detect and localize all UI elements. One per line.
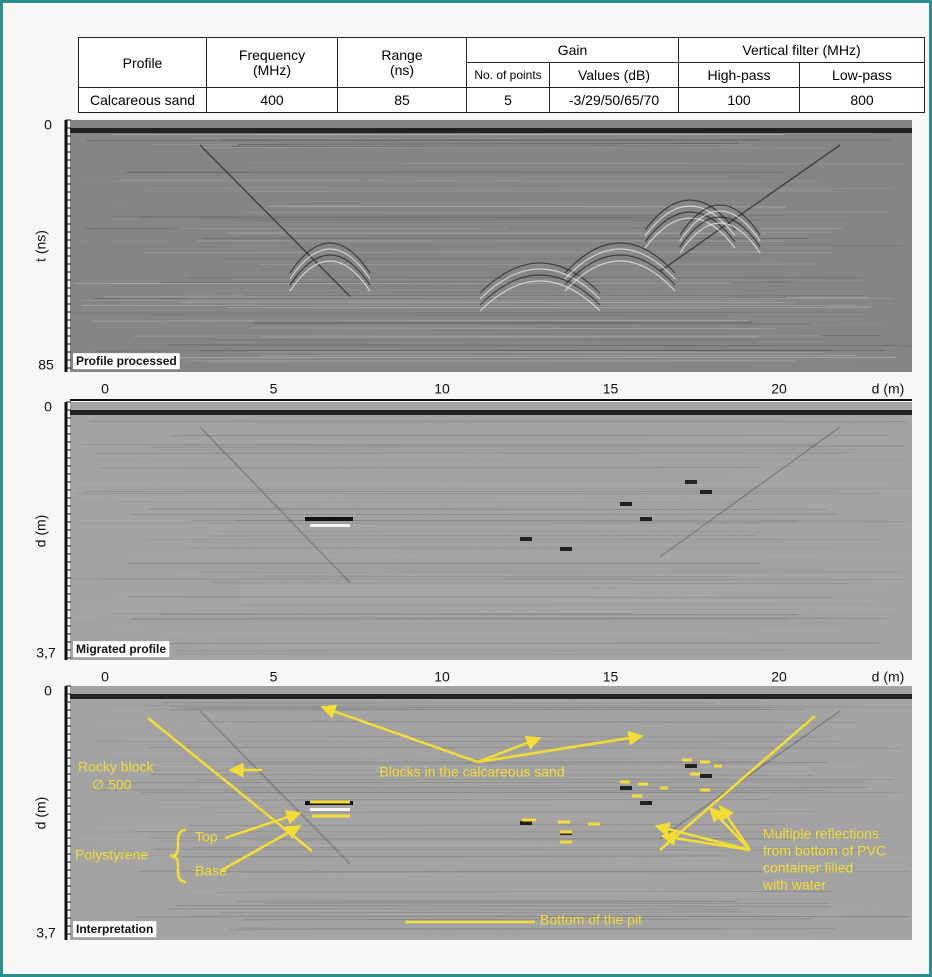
reflector xyxy=(700,774,712,778)
top-band xyxy=(70,694,912,699)
x-axis-title: d (m) xyxy=(872,381,905,397)
reflection-band xyxy=(156,188,897,189)
y-bottom-label: 3,7 xyxy=(36,645,56,661)
annotation: Blocks in the calcareous sand xyxy=(379,764,564,780)
x-axis-title: d (m) xyxy=(872,669,905,685)
panel-label: Migrated profile xyxy=(76,642,166,656)
y-axis-title: d (m) xyxy=(33,515,49,548)
x-tick-label: 5 xyxy=(270,669,278,685)
reflection-band xyxy=(173,435,888,436)
reflector xyxy=(685,764,697,768)
panel-label: Profile processed xyxy=(76,354,177,368)
reflection-band xyxy=(180,302,795,303)
annotation: Rocky block xyxy=(78,759,154,775)
panels: 0 85 t (ns) Profile processed 0 5 10 15 20 d (m) 0… xyxy=(33,117,912,941)
reflector xyxy=(685,480,697,484)
reflector xyxy=(620,502,632,506)
reflector xyxy=(520,821,532,825)
reflector xyxy=(620,786,632,790)
annotation: Bottom of the pit xyxy=(540,912,642,928)
x-tick-label: 10 xyxy=(434,381,450,397)
reflector xyxy=(310,524,350,527)
reflector xyxy=(520,537,532,541)
x-tick-label: 15 xyxy=(603,381,619,397)
reflector xyxy=(640,517,652,521)
annotation: ∅ 500 xyxy=(92,777,132,793)
reflection-band xyxy=(206,362,859,363)
reflection-band xyxy=(246,191,832,192)
reflection-band xyxy=(193,299,719,300)
panel-label: Interpretation xyxy=(76,922,153,936)
x-tick-label: 10 xyxy=(434,669,450,685)
annotation: with water xyxy=(762,877,826,893)
reflector xyxy=(310,808,350,811)
reflection-band xyxy=(221,139,761,140)
y-axis-title: t (ns) xyxy=(33,230,49,262)
radargram-figure: 0 85 t (ns) Profile processed 0 5 10 15 20 d (m) 0… xyxy=(0,0,932,977)
top-band xyxy=(70,410,912,415)
reflection-band xyxy=(227,307,870,308)
reflector xyxy=(640,801,652,805)
annotation: Multiple reflections xyxy=(763,826,879,842)
x-tick-label: 5 xyxy=(270,381,278,397)
reflector xyxy=(560,547,572,551)
x-tick-label: 0 xyxy=(101,669,109,685)
reflection-band xyxy=(90,459,907,460)
x-tick-label: 0 xyxy=(101,381,109,397)
y-top-label: 0 xyxy=(44,117,52,133)
y-bottom-label: 3,7 xyxy=(36,925,56,941)
x-tick-label: 20 xyxy=(771,381,787,397)
y-top-label: 0 xyxy=(44,399,52,415)
reflection-band xyxy=(236,577,831,578)
top-band xyxy=(70,128,912,133)
annotation: Top xyxy=(195,829,218,845)
x-tick-label: 15 xyxy=(603,669,619,685)
y-bottom-label: 85 xyxy=(38,357,54,373)
y-axis-title: d (m) xyxy=(33,797,49,830)
reflection-band xyxy=(109,489,910,490)
annotation: Polystyrene xyxy=(75,847,148,863)
annotation: container filled xyxy=(763,860,853,876)
annotation: Base xyxy=(195,863,227,879)
x-tick-label: 20 xyxy=(771,669,787,685)
reflector xyxy=(700,490,712,494)
y-top-label: 0 xyxy=(44,683,52,699)
annotation: from bottom of PVC xyxy=(763,843,886,859)
reflector xyxy=(305,517,353,521)
